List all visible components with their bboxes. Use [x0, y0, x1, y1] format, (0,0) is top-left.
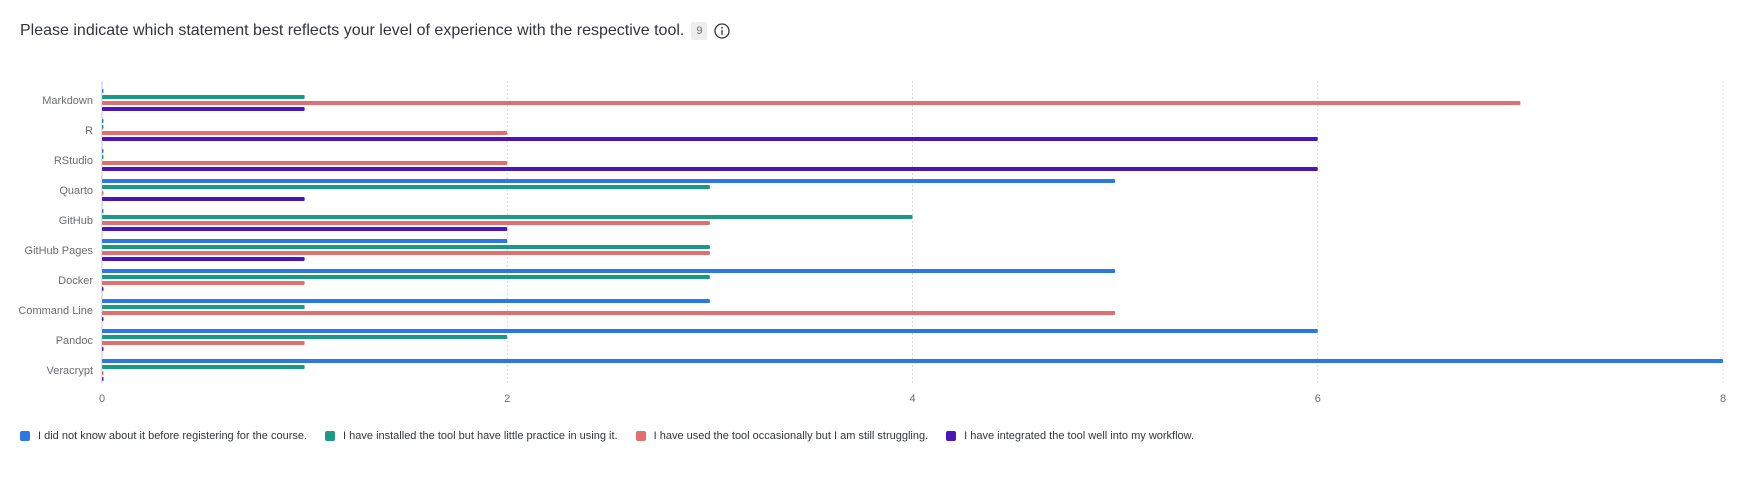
bar[interactable] [102, 185, 710, 189]
bar[interactable] [102, 359, 1723, 363]
x-tick-label: 6 [1315, 393, 1321, 405]
category-label: GitHub Pages [25, 245, 94, 257]
bar[interactable] [102, 125, 104, 129]
legend-item[interactable]: I have integrated the tool well into my … [946, 430, 1194, 442]
bar[interactable] [102, 269, 1116, 273]
bar[interactable] [102, 191, 104, 195]
legend-label: I have installed the tool but have littl… [343, 430, 618, 442]
bar[interactable] [102, 95, 305, 99]
x-tick-label: 0 [99, 393, 105, 405]
bar-chart: 0 2 4 6 8 Markdown R RStudio Quarto GitHub GitHub … [18, 81, 1726, 405]
bar[interactable] [102, 119, 104, 123]
category-label: Quarto [59, 185, 93, 197]
question-title: Please indicate which statement best ref… [20, 22, 685, 39]
x-tick-label: 4 [909, 393, 915, 405]
bar[interactable] [102, 257, 305, 261]
bar[interactable] [102, 161, 508, 165]
bar[interactable] [102, 131, 508, 135]
bar[interactable] [102, 305, 305, 309]
bar[interactable] [102, 341, 305, 345]
legend-swatch [635, 431, 646, 441]
bar[interactable] [102, 311, 1116, 315]
bar[interactable] [102, 89, 104, 93]
bar[interactable] [102, 239, 508, 243]
legend-swatch [325, 431, 336, 441]
bar[interactable] [102, 287, 104, 291]
bar[interactable] [102, 299, 710, 303]
legend-swatch [946, 431, 957, 441]
bar[interactable] [102, 101, 1521, 105]
bar[interactable] [102, 281, 305, 285]
bar[interactable] [102, 155, 104, 159]
bar[interactable] [102, 215, 913, 219]
bar[interactable] [102, 377, 104, 381]
category-label: GitHub [59, 215, 93, 227]
chart-legend: I did not know about it before registeri… [20, 430, 1212, 442]
info-icon[interactable] [714, 23, 731, 39]
category-label: Pandoc [56, 335, 94, 347]
bar[interactable] [102, 317, 104, 321]
bar[interactable] [102, 209, 104, 213]
bar[interactable] [102, 227, 508, 231]
bar[interactable] [102, 179, 1116, 183]
bar[interactable] [102, 107, 305, 111]
category-label: Veracrypt [47, 365, 93, 377]
category-label: Docker [58, 275, 93, 287]
legend-swatch [20, 431, 30, 441]
bar[interactable] [102, 251, 710, 255]
bar[interactable] [102, 137, 1318, 141]
bar[interactable] [102, 167, 1318, 171]
legend-item[interactable]: I did not know about it before registeri… [20, 430, 307, 442]
legend-item[interactable]: I have installed the tool but have littl… [325, 430, 618, 442]
bar[interactable] [102, 329, 1318, 333]
category-label: Command Line [18, 305, 93, 317]
bar[interactable] [102, 245, 710, 249]
bar[interactable] [102, 347, 104, 351]
bar[interactable] [102, 371, 104, 375]
category-label: R [85, 125, 93, 137]
legend-item[interactable]: I have used the tool occasionally but I … [635, 430, 929, 442]
bar[interactable] [102, 197, 305, 201]
legend-label: I have integrated the tool well into my … [964, 430, 1195, 442]
bar[interactable] [102, 365, 305, 369]
response-count-badge: 9 [691, 22, 708, 40]
legend-label: I have used the tool occasionally but I … [653, 430, 929, 442]
chart-header: Please indicate which statement best ref… [20, 22, 731, 40]
bar[interactable] [102, 149, 104, 153]
bar[interactable] [102, 221, 710, 225]
category-label: Markdown [42, 95, 93, 107]
legend-label: I did not know about it before registeri… [38, 430, 308, 442]
bar[interactable] [102, 275, 710, 279]
category-label: RStudio [54, 155, 93, 167]
x-tick-label: 2 [504, 393, 510, 405]
bar[interactable] [102, 335, 508, 339]
x-tick-label: 8 [1720, 393, 1726, 405]
